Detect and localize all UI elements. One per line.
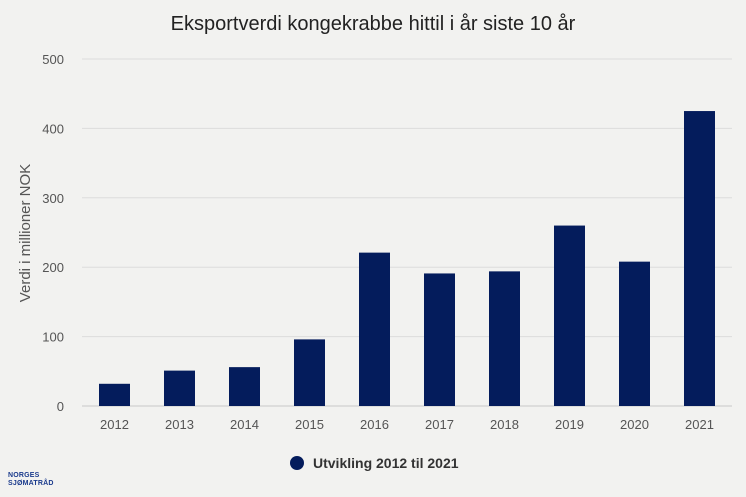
- y-tick-label: 300: [42, 191, 64, 206]
- y-tick-label: 400: [42, 121, 64, 136]
- legend-label: Utvikling 2012 til 2021: [313, 455, 459, 471]
- x-tick-label: 2020: [620, 417, 649, 432]
- y-tick-label: 200: [42, 260, 64, 275]
- bar-2015[interactable]: [294, 339, 325, 406]
- x-tick-label: 2014: [230, 417, 259, 432]
- x-tick-labels: 2012 2013 2014 2015 2016 2017 2018 2019 2020 2021: [100, 417, 714, 432]
- bar-2020[interactable]: [619, 261, 650, 406]
- x-tick-label: 2016: [360, 417, 389, 432]
- y-tick-label: 0: [57, 399, 64, 414]
- x-tick-label: 2017: [425, 417, 454, 432]
- x-tick-label: 2015: [295, 417, 324, 432]
- x-tick-label: 2013: [165, 417, 194, 432]
- chart-title: Eksportverdi kongekrabbe hittil i år sis…: [171, 13, 576, 35]
- x-tick-label: 2021: [685, 417, 714, 432]
- bar-2014[interactable]: [229, 367, 260, 406]
- bar-2021[interactable]: [684, 111, 715, 407]
- bar-2013[interactable]: [164, 370, 195, 406]
- y-tick-label: 500: [42, 52, 64, 67]
- bars: [99, 111, 715, 407]
- x-tick-label: 2018: [490, 417, 519, 432]
- y-tick-labels: 0 100 200 300 400 500: [42, 52, 64, 414]
- y-axis-label: Verdi i millioner NOK: [17, 164, 34, 302]
- logo-line-1: NORGES: [8, 472, 40, 479]
- bar-2017[interactable]: [424, 273, 455, 406]
- bar-2012[interactable]: [99, 383, 130, 406]
- logo-line-2: SJØMATRÅD: [8, 480, 54, 487]
- norges-sjomatrad-logo: NORGES SJØMATRÅD: [8, 472, 54, 488]
- x-tick-label: 2012: [100, 417, 129, 432]
- y-tick-label: 100: [42, 330, 64, 345]
- legend[interactable]: Utvikling 2012 til 2021: [290, 455, 459, 471]
- bar-2019[interactable]: [554, 225, 585, 406]
- x-tick-label: 2019: [555, 417, 584, 432]
- bar-2016[interactable]: [359, 252, 390, 406]
- bar-2018[interactable]: [489, 271, 520, 406]
- legend-marker: [290, 456, 304, 470]
